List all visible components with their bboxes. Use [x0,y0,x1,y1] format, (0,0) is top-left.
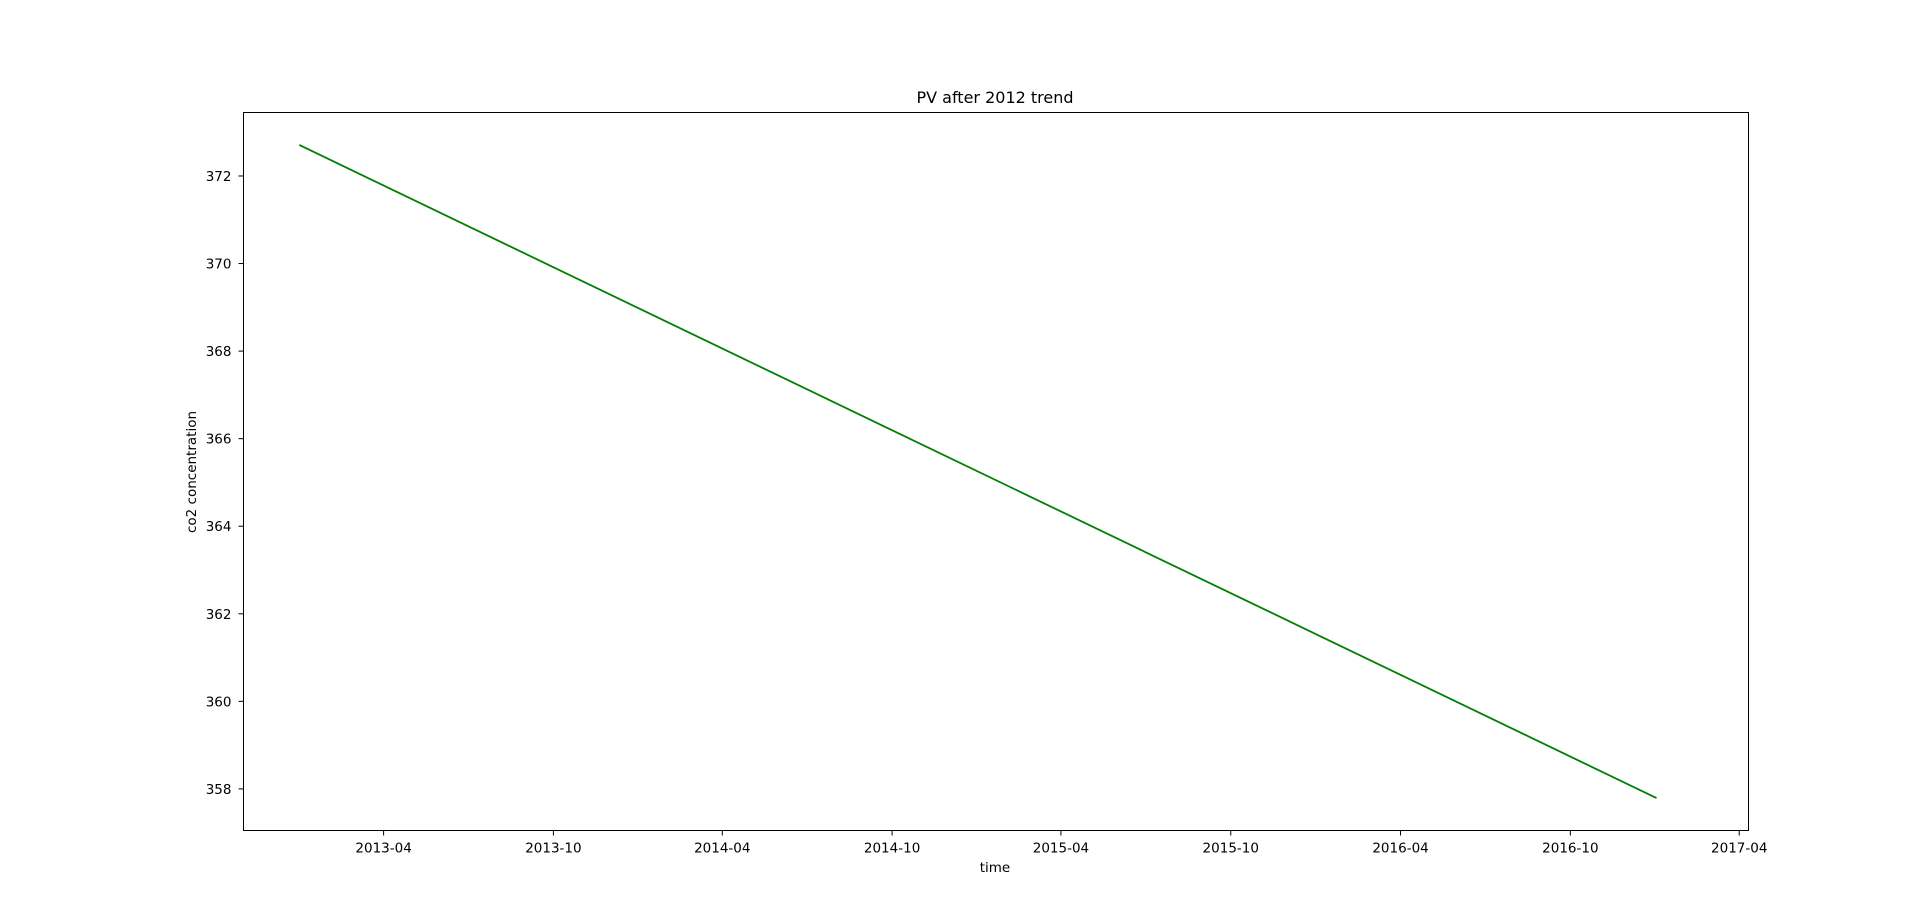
y-tick-label: 372 [206,169,232,185]
y-axis-ticks: 358 360 362 364 366 368 370 372 [206,169,244,798]
series-line-0 [298,144,1657,799]
y-axis-label: co2 concentration [184,411,200,533]
y-tick-label: 362 [206,607,232,623]
x-tick-label: 2014-04 [694,841,750,857]
chart-title: PV after 2012 trend [916,88,1073,107]
plot-area-frame [243,112,1749,831]
x-axis-ticks: 2013-04 2013-10 2014-04 2014-10 2015-04 2015-… [355,830,1767,857]
x-tick-label: 2013-04 [355,841,411,857]
y-tick-label: 358 [206,782,232,798]
x-tick-label: 2017-04 [1711,841,1767,857]
x-tick-label: 2014-10 [864,841,920,857]
x-axis-label: time [980,860,1011,876]
x-tick-label: 2016-10 [1542,841,1598,857]
x-tick-label: 2016-04 [1372,841,1428,857]
x-tick-label: 2015-10 [1203,841,1259,857]
y-tick-label: 370 [206,257,232,273]
x-tick-label: 2013-10 [525,841,581,857]
y-tick-label: 368 [206,344,232,360]
y-tick-label: 360 [206,694,232,710]
y-tick-label: 366 [206,432,232,448]
x-tick-label: 2015-04 [1033,841,1089,857]
series-layer [298,144,1657,799]
y-tick-label: 364 [206,519,232,535]
